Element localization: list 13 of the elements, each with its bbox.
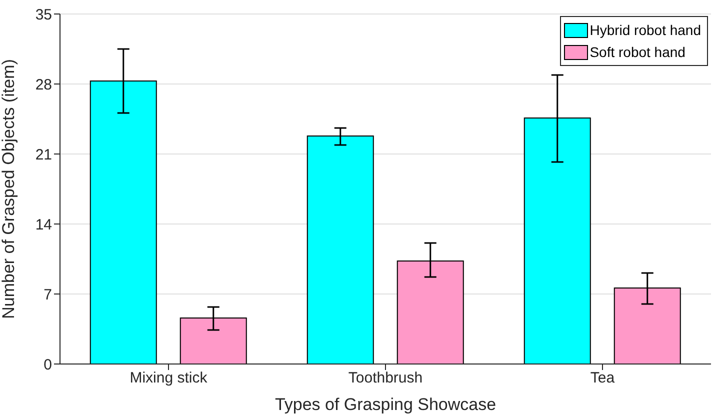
y-tick-label: 28 xyxy=(35,76,52,94)
y-tick-label: 7 xyxy=(44,286,52,304)
legend-label: Hybrid robot hand xyxy=(590,22,701,38)
y-axis-title: Number of Grasped Objects (item) xyxy=(0,59,18,319)
y-tick-label: 21 xyxy=(35,146,52,164)
legend-label: Soft robot hand xyxy=(590,44,686,60)
x-tick-label: Tea xyxy=(590,370,616,387)
x-tick-label: Toothbrush xyxy=(348,370,423,387)
y-tick-label: 0 xyxy=(44,356,52,374)
x-axis-title: Types of Grasping Showcase xyxy=(274,395,496,414)
x-tick-label: Mixing stick xyxy=(130,370,208,387)
y-tick-label: 14 xyxy=(35,216,52,234)
y-tick-label: 35 xyxy=(35,6,52,24)
